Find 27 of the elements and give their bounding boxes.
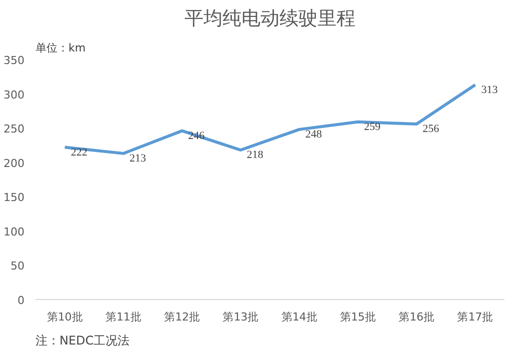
data-label: 222 <box>70 146 88 158</box>
x-tick-label: 第13批 <box>222 310 259 324</box>
y-tick-label: 50 <box>10 260 25 273</box>
data-label: 218 <box>246 149 264 162</box>
y-tick-label: 0 <box>18 294 24 307</box>
y-tick-label: 100 <box>4 225 25 238</box>
text: 注：NEDC工况法 <box>36 334 130 348</box>
y-tick-label: 200 <box>4 156 25 170</box>
chart-title: 平均纯电动续驶里程 <box>184 8 356 30</box>
data-label: 313 <box>481 84 498 96</box>
x-tick-label: 第10批 <box>46 310 83 324</box>
data-label: 213 <box>129 152 146 164</box>
data-label: 259 <box>364 120 381 133</box>
x-tick-label: 第11批 <box>105 310 142 324</box>
x-tick-label: 第14批 <box>281 310 318 324</box>
y-tick-label: 350 <box>4 54 25 67</box>
x-tick-label: 第15批 <box>340 310 376 324</box>
x-tick-label: 第16批 <box>398 310 435 324</box>
data-label: 256 <box>422 122 440 135</box>
y-tick-label: 150 <box>4 191 25 204</box>
x-tick-label: 第17批 <box>457 310 494 324</box>
y-axis-title: 单位：km <box>36 42 86 54</box>
data-label: 248 <box>305 128 322 140</box>
x-tick-label: 第12批 <box>164 310 200 324</box>
y-tick-label: 250 <box>4 122 25 136</box>
y-tick-label: 300 <box>4 88 25 102</box>
data-label: 246 <box>188 130 206 142</box>
